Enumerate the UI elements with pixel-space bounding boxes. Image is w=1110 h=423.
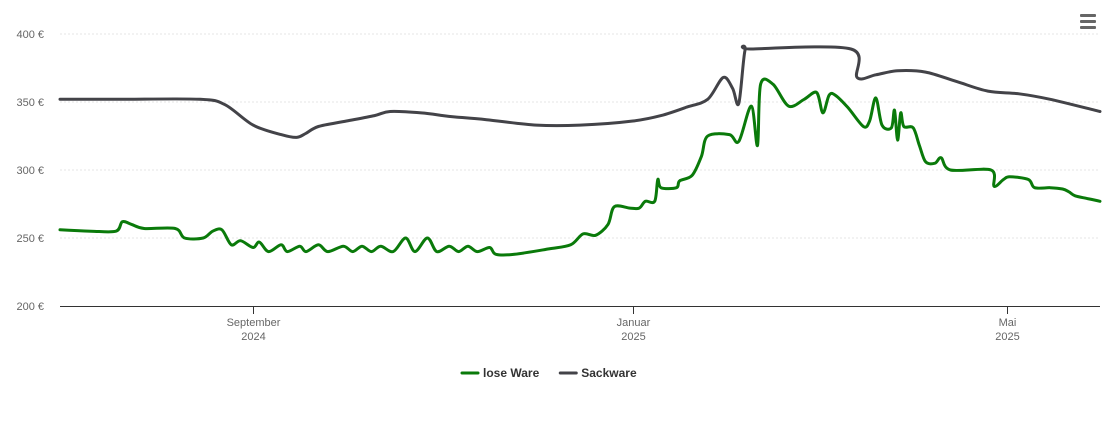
legend-label: lose Ware xyxy=(483,366,540,380)
x-tick-label: 2024 xyxy=(241,331,265,343)
x-tick-label: 2025 xyxy=(621,331,645,343)
x-tick-label: 2025 xyxy=(995,331,1019,343)
legend-item-sackware[interactable]: Sackware xyxy=(558,366,637,380)
series-line-lose-ware xyxy=(58,77,1102,257)
y-tick-label: 350 € xyxy=(16,97,44,109)
plot-area xyxy=(58,44,1102,257)
legend-item-lose-ware[interactable]: lose Ware xyxy=(460,366,540,380)
legend-label: Sackware xyxy=(581,366,637,380)
grid-lines xyxy=(60,33,1100,239)
y-tick-label: 250 € xyxy=(16,233,44,245)
x-tick-label: September xyxy=(227,317,281,329)
legend: lose Ware Sackware xyxy=(460,366,637,380)
x-axis: September 2024 Januar 2025 Mai 2025 xyxy=(60,306,1100,343)
x-tick-label: Mai xyxy=(999,317,1017,329)
y-axis: 200 € 250 € 300 € 350 € 400 € xyxy=(16,29,44,313)
x-tick-label: Januar xyxy=(617,317,651,329)
y-tick-label: 200 € xyxy=(16,301,44,313)
y-tick-label: 400 € xyxy=(16,29,44,41)
y-tick-label: 300 € xyxy=(16,165,44,177)
series-line-sackware xyxy=(58,44,1102,139)
hamburger-menu-icon[interactable] xyxy=(1076,10,1100,34)
